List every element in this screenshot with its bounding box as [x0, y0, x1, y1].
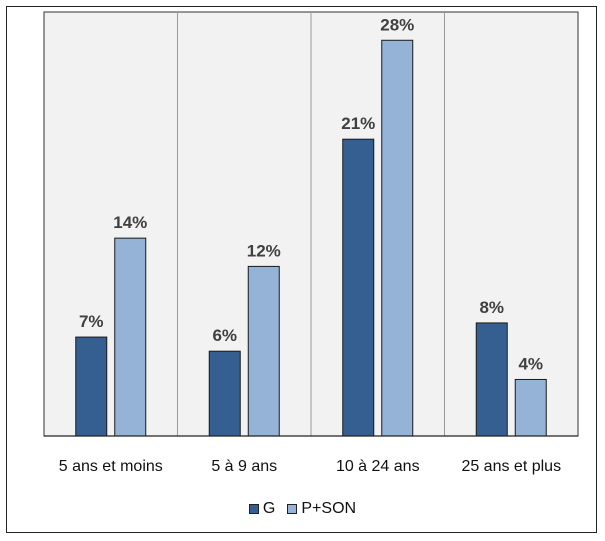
data-label: 4%: [518, 354, 543, 373]
data-label: 8%: [479, 298, 504, 317]
bar-g-1: [208, 350, 241, 437]
category-label: 25 ans et plus: [461, 458, 561, 475]
legend-label-p-son: P+SON: [301, 500, 357, 517]
category-dividers: [177, 12, 445, 436]
data-label: 12%: [247, 241, 281, 260]
category-label: 10 à 24 ans: [336, 458, 420, 475]
bar-g-0: [75, 336, 108, 437]
data-label: 7%: [79, 312, 104, 331]
legend: G P+SON: [0, 500, 605, 518]
bar-p-son-1: [247, 265, 280, 437]
bar-g-3: [475, 322, 508, 437]
legend-item-p-son: P+SON: [287, 500, 356, 518]
category-label: 5 ans et moins: [59, 458, 163, 475]
legend-swatch-p-son: [287, 504, 298, 514]
data-labels: 7% 14% 6% 12% 21% 28% 8% 4%: [79, 15, 543, 373]
data-label: 6%: [212, 326, 237, 345]
bars: [75, 39, 547, 437]
category-labels: 5 ans et moins 5 à 9 ans 10 à 24 ans 25 ans…: [59, 458, 561, 475]
data-label: 28%: [380, 15, 414, 34]
bar-p-son-2: [381, 39, 414, 437]
legend-label-g: G: [262, 500, 276, 517]
data-label: 14%: [113, 213, 147, 232]
data-label: 21%: [341, 114, 375, 133]
bar-p-son-3: [514, 378, 547, 437]
legend-swatch-g: [248, 504, 259, 514]
category-label: 5 à 9 ans: [211, 458, 277, 475]
legend-item-g: G: [248, 500, 276, 518]
bar-g-2: [342, 138, 375, 437]
bar-p-son-0: [114, 237, 147, 437]
